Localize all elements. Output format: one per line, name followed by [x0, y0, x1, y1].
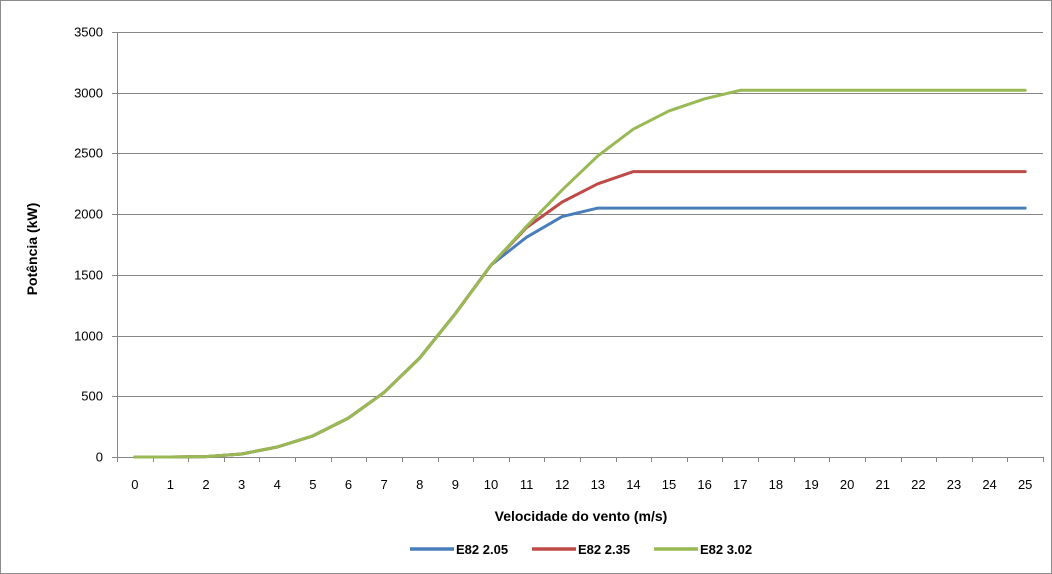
y-tick-label: 0 [96, 450, 103, 465]
legend-label-3: E82 3.02 [700, 542, 752, 557]
x-tick-label: 12 [555, 477, 569, 492]
y-tick-label: 2500 [74, 146, 103, 161]
x-tick-label: 3 [238, 477, 245, 492]
x-tick-label: 5 [309, 477, 316, 492]
x-axis-title: Velocidade do vento (m/s) [495, 508, 668, 524]
x-tick-label: 7 [380, 477, 387, 492]
x-tick-label: 23 [947, 477, 961, 492]
x-tick-label: 20 [840, 477, 854, 492]
y-tick-label: 1500 [74, 268, 103, 283]
y-tick-label: 1000 [74, 329, 103, 344]
y-tick-label: 2000 [74, 207, 103, 222]
x-tick-label: 16 [697, 477, 711, 492]
x-tick-label: 8 [416, 477, 423, 492]
x-tick-label: 13 [591, 477, 605, 492]
x-tick-label: 24 [982, 477, 996, 492]
x-tick-label: 22 [911, 477, 925, 492]
legend-label-2: E82 2.35 [578, 542, 630, 557]
x-tick-label: 2 [202, 477, 209, 492]
gridlines [117, 32, 1043, 397]
x-tick-label: 17 [733, 477, 747, 492]
x-tick-label: 15 [662, 477, 676, 492]
x-tick-labels: 0 1 2 3 4 5 6 7 8 9 10 11 12 13 14 15 16 17 18 19 20 21 22 23 24… [131, 477, 1032, 492]
x-tick-label: 11 [520, 477, 534, 492]
x-tick-label: 18 [769, 477, 783, 492]
x-tick-label: 21 [875, 477, 889, 492]
x-tick-label: 0 [131, 477, 138, 492]
x-tick-label: 14 [626, 477, 640, 492]
x-tick-label: 4 [274, 477, 281, 492]
x-tick-label: 25 [1018, 477, 1032, 492]
y-axis-title: Potência (kW) [24, 203, 40, 296]
y-tick-labels: 0 500 1000 1500 2000 2500 3000 3500 [74, 25, 103, 465]
x-tick-label: 1 [167, 477, 174, 492]
x-tick-label: 10 [484, 477, 498, 492]
series-line-3 [133, 88, 1027, 459]
x-tick-label: 6 [345, 477, 352, 492]
x-tick-label: 9 [452, 477, 459, 492]
y-tick-label: 3000 [74, 86, 103, 101]
x-tick-label: 19 [804, 477, 818, 492]
y-tick-label: 3500 [74, 25, 103, 40]
series-lines [133, 88, 1027, 459]
axes [112, 32, 1044, 462]
legend: E82 2.05 E82 2.35 E82 3.02 [410, 542, 752, 557]
series-line-1 [133, 206, 1027, 459]
y-tick-label: 500 [81, 389, 103, 404]
legend-label-1: E82 2.05 [456, 542, 508, 557]
